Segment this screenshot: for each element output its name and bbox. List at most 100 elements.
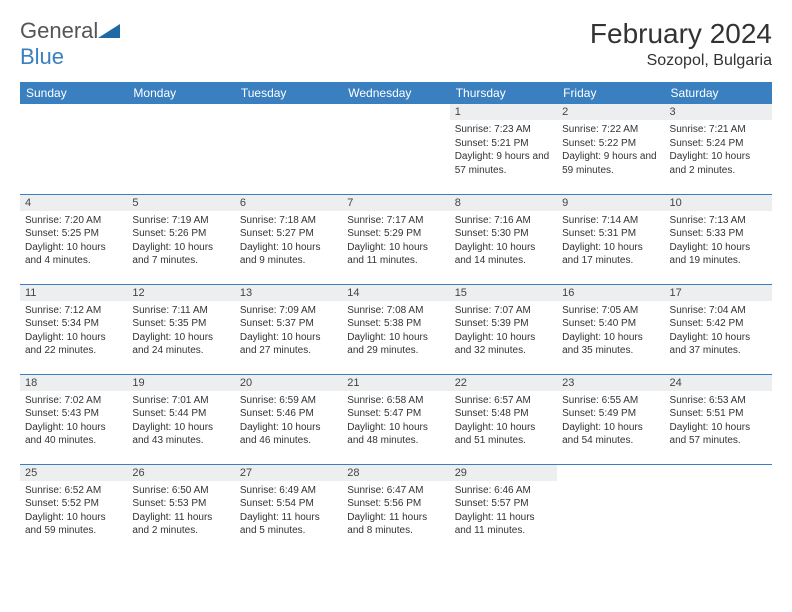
calendar-cell: 17Sunrise: 7:04 AMSunset: 5:42 PMDayligh… [665, 284, 772, 374]
day-details: Sunrise: 7:22 AMSunset: 5:22 PMDaylight:… [557, 120, 664, 182]
day-details: Sunrise: 7:13 AMSunset: 5:33 PMDaylight:… [665, 211, 772, 273]
calendar-week-row: 1Sunrise: 7:23 AMSunset: 5:21 PMDaylight… [20, 104, 772, 194]
calendar-cell: 25Sunrise: 6:52 AMSunset: 5:52 PMDayligh… [20, 464, 127, 554]
day-details: Sunrise: 7:17 AMSunset: 5:29 PMDaylight:… [342, 211, 449, 273]
daylight-text: Daylight: 10 hours and 4 minutes. [25, 241, 122, 268]
calendar-cell: 22Sunrise: 6:57 AMSunset: 5:48 PMDayligh… [450, 374, 557, 464]
calendar-week-row: 4Sunrise: 7:20 AMSunset: 5:25 PMDaylight… [20, 194, 772, 284]
daylight-text: Daylight: 11 hours and 5 minutes. [240, 511, 337, 538]
sunset-text: Sunset: 5:53 PM [132, 497, 229, 511]
sunrise-text: Sunrise: 7:11 AM [132, 304, 229, 318]
weekday-header-row: SundayMondayTuesdayWednesdayThursdayFrid… [20, 82, 772, 104]
sunset-text: Sunset: 5:49 PM [562, 407, 659, 421]
sunrise-text: Sunrise: 7:12 AM [25, 304, 122, 318]
calendar-page: General Blue February 2024 Sozopol, Bulg… [0, 0, 792, 572]
day-details: Sunrise: 7:18 AMSunset: 5:27 PMDaylight:… [235, 211, 342, 273]
day-details: Sunrise: 7:04 AMSunset: 5:42 PMDaylight:… [665, 301, 772, 363]
sunrise-text: Sunrise: 7:02 AM [25, 394, 122, 408]
sunset-text: Sunset: 5:24 PM [670, 137, 767, 151]
sunrise-text: Sunrise: 6:57 AM [455, 394, 552, 408]
sunset-text: Sunset: 5:39 PM [455, 317, 552, 331]
day-details: Sunrise: 7:16 AMSunset: 5:30 PMDaylight:… [450, 211, 557, 273]
weekday-header: Monday [127, 82, 234, 104]
sunrise-text: Sunrise: 7:19 AM [132, 214, 229, 228]
sunset-text: Sunset: 5:29 PM [347, 227, 444, 241]
sunrise-text: Sunrise: 6:53 AM [670, 394, 767, 408]
day-details: Sunrise: 7:14 AMSunset: 5:31 PMDaylight:… [557, 211, 664, 273]
sunrise-text: Sunrise: 6:47 AM [347, 484, 444, 498]
sunrise-text: Sunrise: 6:59 AM [240, 394, 337, 408]
daylight-text: Daylight: 10 hours and 11 minutes. [347, 241, 444, 268]
day-number: 16 [557, 285, 664, 301]
daylight-text: Daylight: 11 hours and 8 minutes. [347, 511, 444, 538]
daylight-text: Daylight: 10 hours and 51 minutes. [455, 421, 552, 448]
weekday-header: Wednesday [342, 82, 449, 104]
sunrise-text: Sunrise: 7:13 AM [670, 214, 767, 228]
sunrise-text: Sunrise: 7:01 AM [132, 394, 229, 408]
day-number: 2 [557, 104, 664, 120]
weekday-header: Thursday [450, 82, 557, 104]
calendar-cell: 20Sunrise: 6:59 AMSunset: 5:46 PMDayligh… [235, 374, 342, 464]
daylight-text: Daylight: 10 hours and 27 minutes. [240, 331, 337, 358]
weekday-header: Saturday [665, 82, 772, 104]
day-details: Sunrise: 6:57 AMSunset: 5:48 PMDaylight:… [450, 391, 557, 453]
day-number: 4 [20, 195, 127, 211]
location-label: Sozopol, Bulgaria [590, 52, 772, 70]
sunrise-text: Sunrise: 7:17 AM [347, 214, 444, 228]
sunset-text: Sunset: 5:34 PM [25, 317, 122, 331]
triangle-icon [98, 18, 120, 44]
calendar-cell [557, 464, 664, 554]
sunset-text: Sunset: 5:26 PM [132, 227, 229, 241]
calendar-cell: 3Sunrise: 7:21 AMSunset: 5:24 PMDaylight… [665, 104, 772, 194]
day-number: 10 [665, 195, 772, 211]
calendar-cell: 27Sunrise: 6:49 AMSunset: 5:54 PMDayligh… [235, 464, 342, 554]
sunset-text: Sunset: 5:44 PM [132, 407, 229, 421]
day-details: Sunrise: 6:59 AMSunset: 5:46 PMDaylight:… [235, 391, 342, 453]
sunrise-text: Sunrise: 7:21 AM [670, 123, 767, 137]
daylight-text: Daylight: 11 hours and 2 minutes. [132, 511, 229, 538]
day-details: Sunrise: 6:47 AMSunset: 5:56 PMDaylight:… [342, 481, 449, 543]
weekday-header: Friday [557, 82, 664, 104]
brand-word1: General [20, 18, 98, 43]
weekday-header: Sunday [20, 82, 127, 104]
day-details: Sunrise: 7:05 AMSunset: 5:40 PMDaylight:… [557, 301, 664, 363]
daylight-text: Daylight: 11 hours and 11 minutes. [455, 511, 552, 538]
sunset-text: Sunset: 5:43 PM [25, 407, 122, 421]
calendar-cell: 11Sunrise: 7:12 AMSunset: 5:34 PMDayligh… [20, 284, 127, 374]
day-number: 18 [20, 375, 127, 391]
daylight-text: Daylight: 10 hours and 17 minutes. [562, 241, 659, 268]
sunrise-text: Sunrise: 7:05 AM [562, 304, 659, 318]
calendar-cell: 15Sunrise: 7:07 AMSunset: 5:39 PMDayligh… [450, 284, 557, 374]
day-number: 26 [127, 465, 234, 481]
sunset-text: Sunset: 5:56 PM [347, 497, 444, 511]
sunset-text: Sunset: 5:46 PM [240, 407, 337, 421]
calendar-cell [665, 464, 772, 554]
sunset-text: Sunset: 5:27 PM [240, 227, 337, 241]
day-number: 8 [450, 195, 557, 211]
day-number: 17 [665, 285, 772, 301]
sunset-text: Sunset: 5:38 PM [347, 317, 444, 331]
day-number: 27 [235, 465, 342, 481]
weekday-header: Tuesday [235, 82, 342, 104]
day-number: 23 [557, 375, 664, 391]
brand-word2: Blue [20, 44, 64, 69]
sunset-text: Sunset: 5:30 PM [455, 227, 552, 241]
calendar-cell: 21Sunrise: 6:58 AMSunset: 5:47 PMDayligh… [342, 374, 449, 464]
daylight-text: Daylight: 10 hours and 9 minutes. [240, 241, 337, 268]
brand-text: General Blue [20, 18, 120, 70]
calendar-cell: 18Sunrise: 7:02 AMSunset: 5:43 PMDayligh… [20, 374, 127, 464]
sunrise-text: Sunrise: 7:14 AM [562, 214, 659, 228]
day-number: 22 [450, 375, 557, 391]
calendar-cell [127, 104, 234, 194]
day-number: 14 [342, 285, 449, 301]
day-details: Sunrise: 7:07 AMSunset: 5:39 PMDaylight:… [450, 301, 557, 363]
calendar-cell: 28Sunrise: 6:47 AMSunset: 5:56 PMDayligh… [342, 464, 449, 554]
sunrise-text: Sunrise: 7:08 AM [347, 304, 444, 318]
brand-logo: General Blue [20, 18, 120, 70]
day-details: Sunrise: 7:09 AMSunset: 5:37 PMDaylight:… [235, 301, 342, 363]
day-number: 25 [20, 465, 127, 481]
day-number: 28 [342, 465, 449, 481]
calendar-cell: 24Sunrise: 6:53 AMSunset: 5:51 PMDayligh… [665, 374, 772, 464]
day-number: 20 [235, 375, 342, 391]
sunset-text: Sunset: 5:31 PM [562, 227, 659, 241]
